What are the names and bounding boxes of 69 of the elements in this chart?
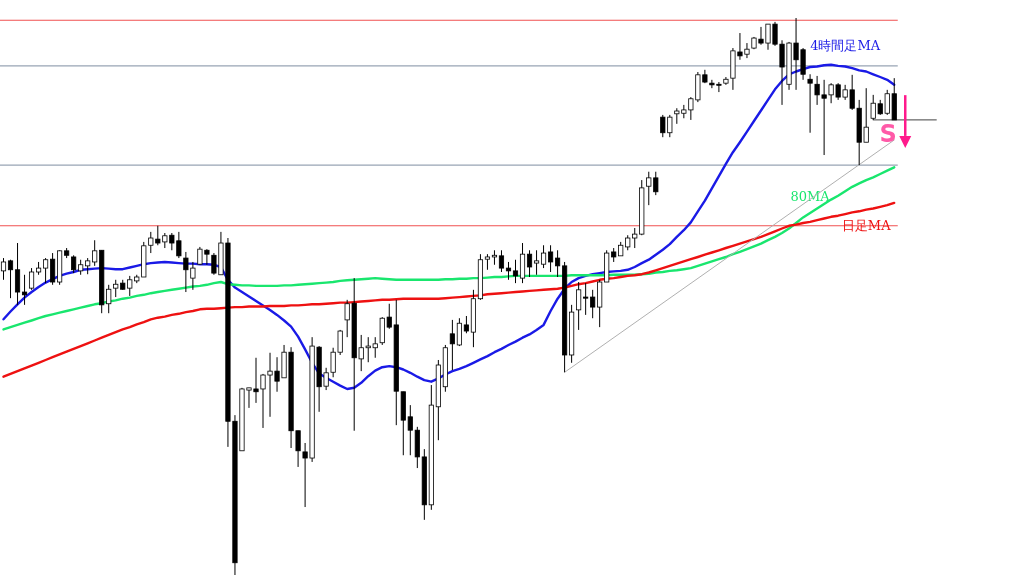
candlestick: [330, 347, 336, 378]
candlestick: [498, 249, 505, 273]
series-label: 4時間足MA: [810, 38, 881, 54]
candlestick: [28, 267, 35, 291]
candlestick: [884, 89, 890, 116]
candlestick: [632, 227, 638, 249]
candlestick: [576, 281, 582, 331]
candlestick: [372, 336, 378, 359]
series-label: 日足MA: [841, 217, 891, 233]
candlestick: [540, 244, 547, 269]
candlestick: [793, 17, 799, 91]
candlestick: [274, 356, 280, 393]
candlestick: [246, 387, 252, 409]
candlestick: [716, 81, 722, 93]
candlestick: [646, 171, 652, 206]
candlestick: [807, 73, 813, 134]
annotation: S: [879, 119, 897, 148]
candlestick: [92, 239, 98, 267]
candlestick: [323, 367, 329, 391]
candlestick: [449, 319, 455, 371]
candlestick: [821, 79, 827, 156]
candlestick: [43, 257, 49, 284]
candlestick: [50, 252, 56, 286]
candlestick: [863, 87, 869, 143]
candlestick: [555, 249, 561, 278]
candlestick: [758, 26, 764, 46]
candlestick: [870, 94, 876, 121]
candlestick: [190, 261, 196, 291]
candlestick: [849, 74, 855, 111]
candlestick: [260, 373, 266, 429]
candlestick: [253, 357, 259, 404]
candlestick: [302, 442, 308, 508]
candlestick: [737, 32, 743, 61]
candlestick: [155, 225, 161, 246]
candlestick: [512, 259, 519, 284]
candlestick: [106, 284, 112, 314]
candlestick: [744, 42, 750, 59]
candlestick: [590, 289, 596, 319]
candlestick: [533, 249, 540, 276]
candlestick: [183, 251, 189, 293]
candlestick: [267, 352, 273, 418]
candlestick: [526, 249, 533, 278]
candlestick: [765, 23, 771, 51]
candlestick: [358, 334, 364, 372]
candlestick: [295, 430, 301, 468]
candlestick: [344, 299, 350, 338]
candlestick: [0, 257, 7, 281]
candlestick: [14, 242, 21, 306]
candlestick: [779, 39, 785, 106]
candlestick: [583, 282, 589, 316]
candlestick: [7, 259, 14, 299]
candlestick: [828, 82, 834, 104]
candlestick: [814, 75, 820, 106]
candlestick: [386, 303, 392, 330]
candlestick: [456, 317, 462, 347]
candlestick: [519, 242, 526, 284]
candlestick: [548, 244, 554, 273]
candlestick: [653, 171, 659, 196]
candlestick: [365, 336, 371, 363]
candlestick: [148, 231, 154, 254]
candlestick: [21, 274, 28, 306]
candlestick: [667, 114, 673, 138]
series-label: 80MA: [790, 188, 830, 204]
candlestick: [660, 114, 666, 138]
candlestick: [407, 404, 413, 456]
candlestick: [204, 248, 210, 266]
candlestick: [127, 275, 133, 297]
candlestick: [176, 231, 182, 259]
candlestick: [688, 96, 694, 121]
